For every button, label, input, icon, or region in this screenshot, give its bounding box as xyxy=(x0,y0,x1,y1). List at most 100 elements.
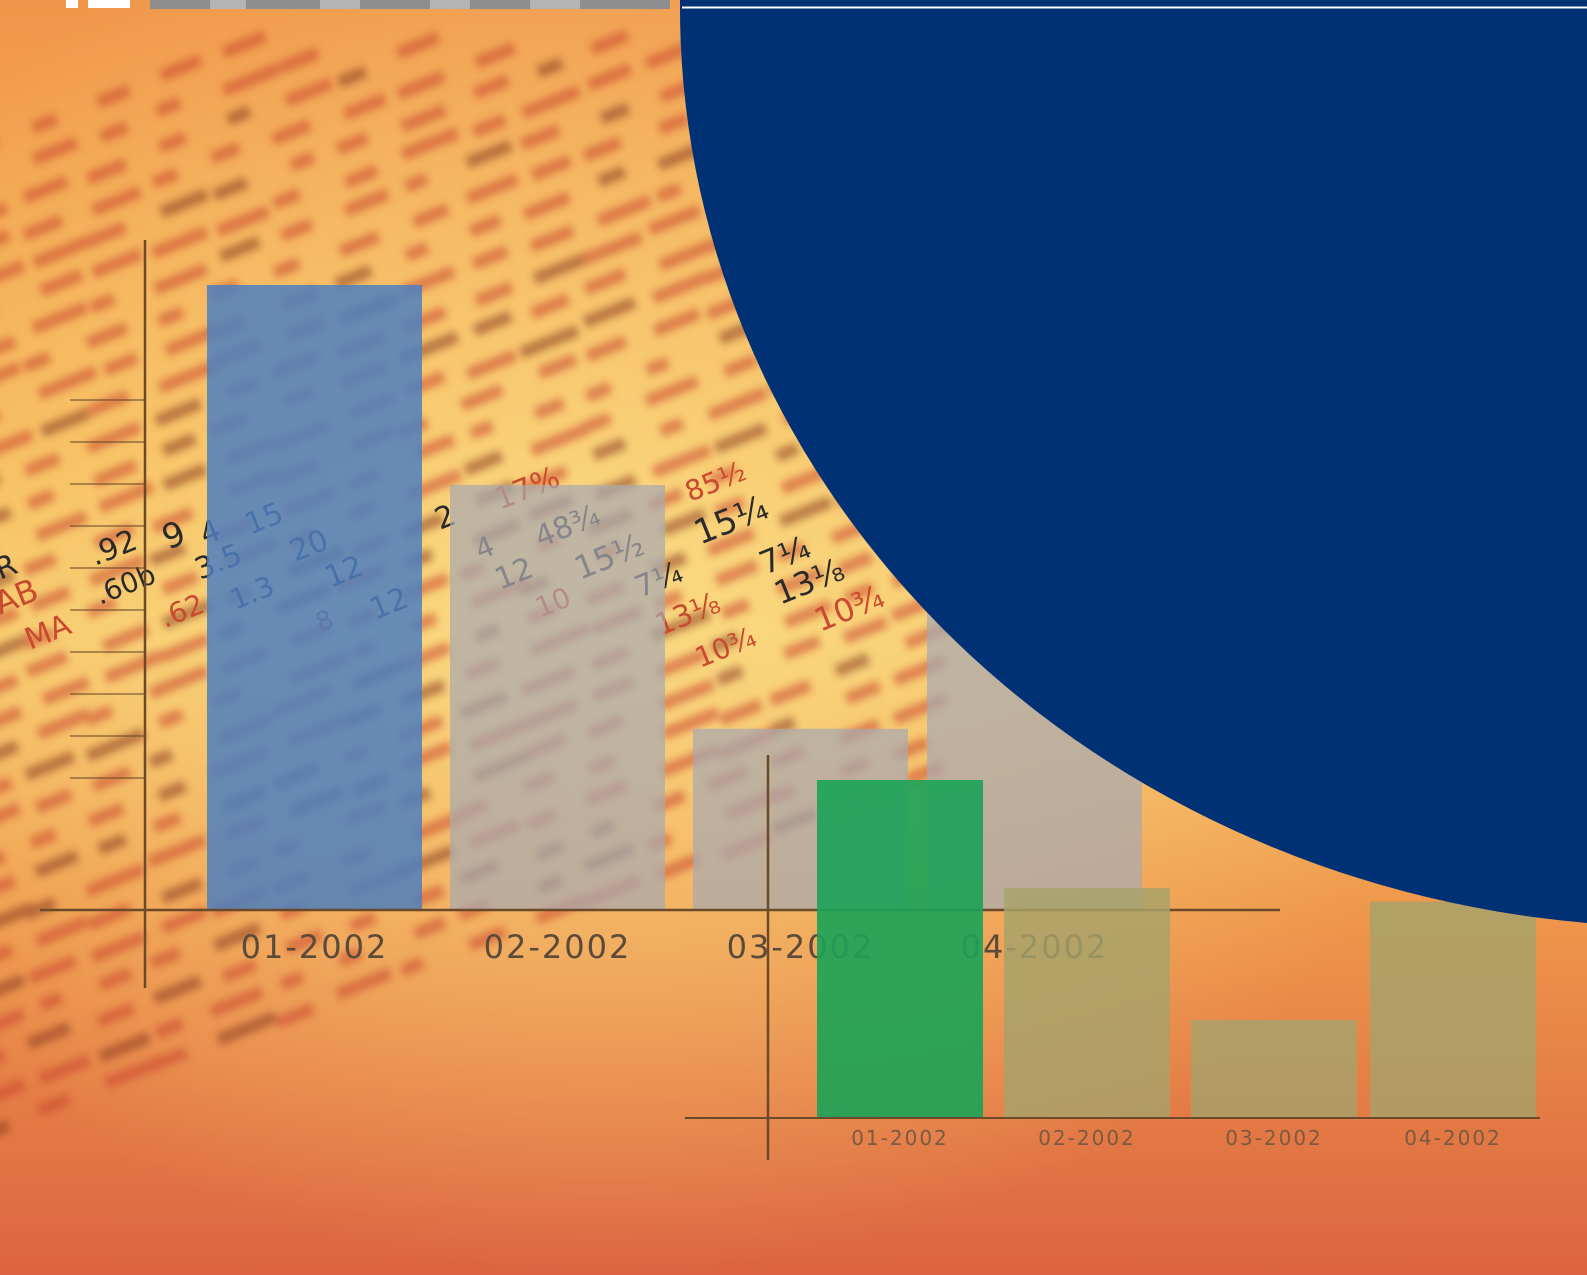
blurred-ticker-mark xyxy=(148,542,187,567)
blurred-ticker-mark xyxy=(403,173,429,193)
blurred-ticker-mark xyxy=(152,811,183,833)
blurred-ticker-mark xyxy=(706,527,756,557)
blurred-ticker-mark xyxy=(225,105,252,126)
blurred-ticker-mark xyxy=(22,897,57,921)
blurred-ticker-mark xyxy=(36,708,91,740)
blurred-ticker-mark xyxy=(87,802,126,828)
blurred-ticker-mark xyxy=(0,259,26,291)
top-logo-mark xyxy=(88,0,130,8)
top-band xyxy=(150,0,670,9)
blurred-ticker-mark xyxy=(284,929,324,955)
blurred-ticker-mark xyxy=(88,554,147,587)
blurred-ticker-mark xyxy=(85,221,128,248)
blurred-ticker-mark xyxy=(34,915,89,948)
blurred-ticker-mark xyxy=(336,65,368,88)
blurred-ticker-mark xyxy=(655,182,683,203)
blurred-ticker-mark xyxy=(842,616,889,645)
blurred-ticker-mark xyxy=(33,850,80,878)
blurred-ticker-mark xyxy=(584,335,628,363)
blurred-ticker-mark xyxy=(399,956,425,977)
blurred-ticker-mark xyxy=(157,359,219,394)
blurred-ticker-mark xyxy=(22,552,58,577)
blurred-ticker-mark xyxy=(146,834,208,868)
blurred-ticker-mark xyxy=(22,175,69,204)
blurred-ticker-mark xyxy=(160,905,208,934)
blurred-ticker-mark xyxy=(160,877,204,904)
blurred-ticker-mark xyxy=(84,704,114,727)
blurred-ticker-mark xyxy=(775,566,825,596)
blurred-ticker-mark xyxy=(155,96,182,117)
blurred-ticker-mark xyxy=(582,136,623,162)
blurred-ticker-mark xyxy=(26,1021,72,1050)
bar-04-2002 xyxy=(1370,901,1536,1118)
blurred-ticker-mark xyxy=(535,57,564,79)
blurred-ticker-mark xyxy=(651,443,713,478)
blurred-ticker-mark xyxy=(96,1002,136,1028)
x-tick-label: 04-2002 xyxy=(1404,1126,1502,1150)
blurred-ticker-mark xyxy=(32,235,90,269)
blurred-ticker-mark xyxy=(581,231,644,266)
blurred-ticker-mark xyxy=(24,650,69,678)
blurred-ticker-mark xyxy=(0,428,35,463)
blurred-ticker-mark xyxy=(88,293,116,314)
blurred-ticker-mark xyxy=(713,422,768,454)
blurred-ticker-mark xyxy=(782,635,822,660)
blurred-ticker-mark xyxy=(649,608,712,643)
blurred-ticker-mark xyxy=(216,1011,278,1046)
blurred-ticker-mark xyxy=(36,1093,72,1117)
blurred-ticker-mark xyxy=(522,191,572,221)
blurred-ticker-mark xyxy=(582,296,637,328)
blurred-ticker-mark xyxy=(836,551,874,576)
blurred-ticker-mark xyxy=(655,853,701,881)
blurred-ticker-mark xyxy=(722,353,759,378)
blurred-ticker-mark xyxy=(520,85,582,119)
blurred-ticker-mark xyxy=(90,930,148,964)
blurred-ticker-mark xyxy=(0,973,27,1007)
blurred-ticker-mark xyxy=(159,188,210,218)
blurred-ticker-mark xyxy=(148,664,210,699)
blurred-ticker-mark xyxy=(651,270,712,304)
blurred-ticker-mark xyxy=(586,63,633,91)
blurred-ticker-mark xyxy=(657,112,690,135)
blurred-ticker-mark xyxy=(644,375,700,407)
blurred-ticker-mark xyxy=(86,596,118,619)
blurred-ticker-mark xyxy=(215,205,271,237)
blurred-ticker-mark xyxy=(778,495,834,528)
top-band-segment xyxy=(210,0,246,9)
blurred-ticker-mark xyxy=(783,599,833,629)
blurred-ticker-mark xyxy=(159,54,203,82)
blurred-ticker-mark xyxy=(0,740,20,771)
blurred-ticker-mark xyxy=(161,463,208,491)
blurred-ticker-mark xyxy=(529,293,571,320)
blurred-ticker-mark xyxy=(92,522,136,550)
blurred-ticker-mark xyxy=(774,442,800,462)
blurred-ticker-mark xyxy=(465,139,514,169)
blurred-ticker-mark xyxy=(0,943,14,975)
top-band-segment xyxy=(430,0,470,9)
blurred-ticker-mark xyxy=(468,925,507,951)
blurred-ticker-mark xyxy=(157,708,185,729)
blurred-ticker-mark xyxy=(101,623,150,653)
blurred-ticker-mark xyxy=(27,954,78,985)
blurred-ticker-mark xyxy=(413,433,456,461)
blurred-ticker-mark xyxy=(22,351,52,373)
blurred-ticker-mark xyxy=(519,124,561,151)
blurred-ticker-mark xyxy=(411,203,450,229)
x-tick-label: 01-2002 xyxy=(851,1126,949,1150)
blurred-ticker-mark xyxy=(278,47,320,74)
blurred-ticker-mark xyxy=(164,323,222,357)
blurred-ticker-mark xyxy=(348,911,377,933)
blurred-ticker-mark xyxy=(96,833,128,856)
blurred-ticker-mark xyxy=(152,263,209,295)
blurred-ticker-mark xyxy=(85,863,147,897)
top-band-segment xyxy=(320,0,360,9)
bar-03-2002 xyxy=(1191,1019,1357,1118)
blurred-ticker-mark xyxy=(472,310,513,337)
blurred-ticker-mark xyxy=(92,459,139,488)
blurred-ticker-mark xyxy=(584,381,613,403)
blurred-ticker-mark xyxy=(0,568,16,598)
blurred-ticker-mark xyxy=(533,397,566,420)
bar-01-2002 xyxy=(207,285,422,910)
blurred-ticker-mark xyxy=(209,141,242,165)
blurred-ticker-mark xyxy=(90,185,143,217)
